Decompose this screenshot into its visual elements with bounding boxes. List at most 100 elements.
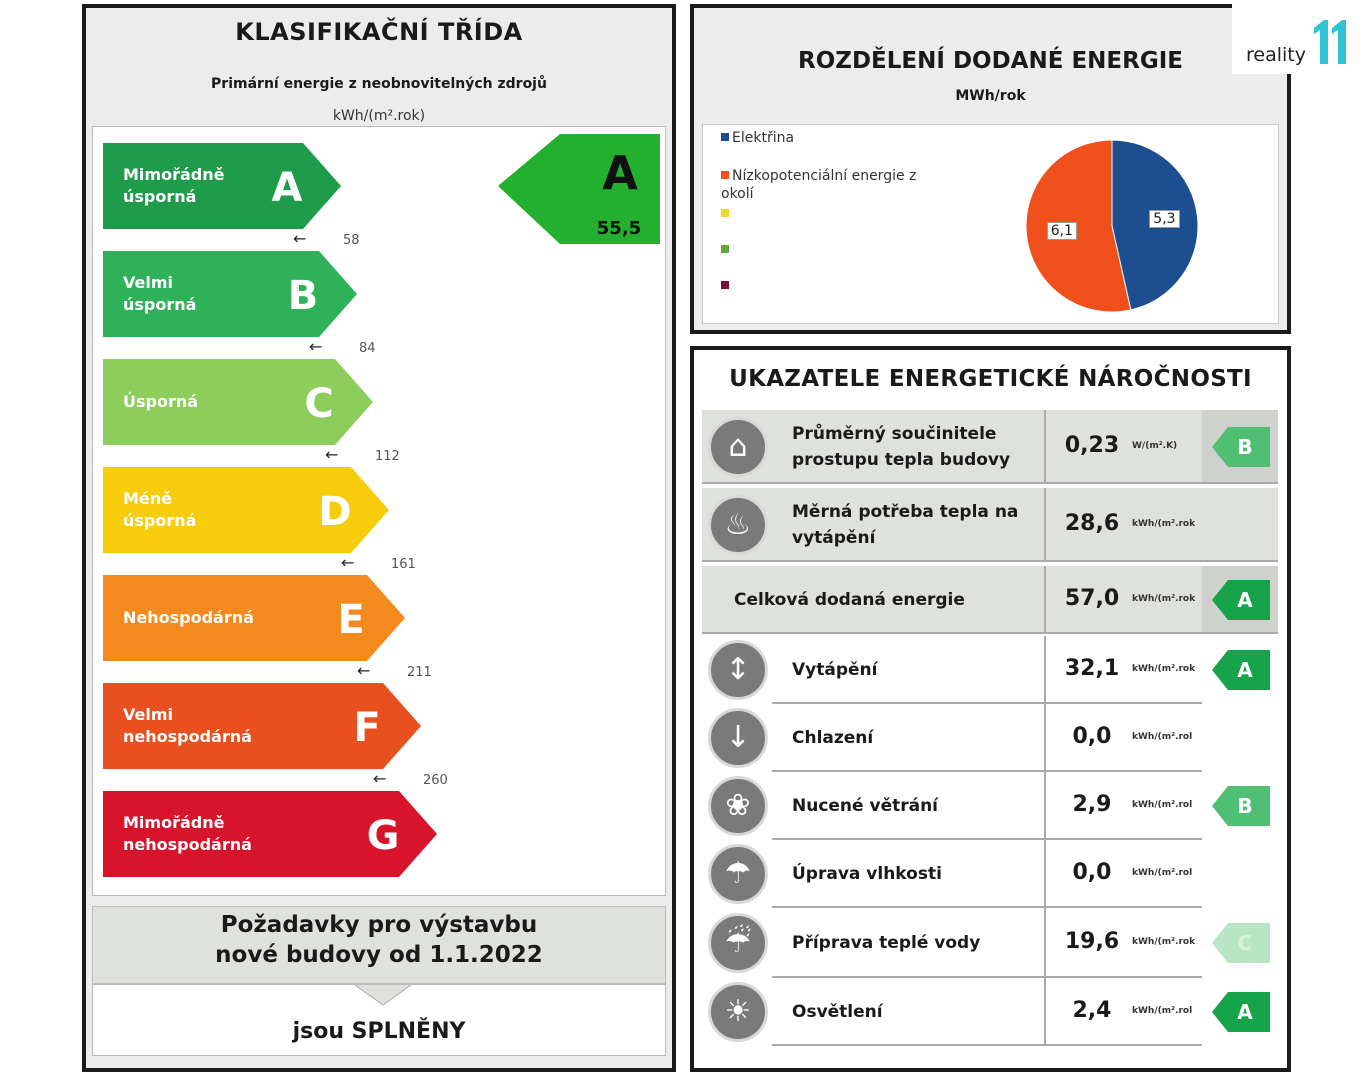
indicator-unit: kWh/(m².rok: [1132, 519, 1196, 529]
class-letter-c: C: [304, 381, 333, 427]
humidity-icon: ☂: [708, 844, 768, 904]
row-separator: [702, 482, 1278, 484]
column-divider: [1044, 978, 1046, 1046]
class-letter-e: E: [337, 597, 364, 643]
threshold-arrow-icon: ←: [293, 229, 307, 248]
indicator-value: 0,0: [1072, 724, 1112, 749]
threshold-arrow-icon: ←: [325, 445, 339, 464]
indicator-class-badge: A: [1212, 580, 1272, 620]
requirement-result: jsou SPLNĚNY: [292, 1019, 466, 1044]
indicator-unit: kWh/(m².rok: [1132, 594, 1196, 604]
classification-unit: kWh/(m².rok): [332, 108, 426, 124]
indicator-value: 32,1: [1064, 656, 1120, 681]
energy-distribution-panel: ROZDĚLENÍ DODANÉ ENERGIE MWh/rok Elektři…: [690, 4, 1291, 334]
badge-arrow-shape: [1212, 650, 1270, 690]
indicator-label: Vytápění: [792, 660, 878, 680]
badge-arrow-shape: [1212, 580, 1270, 620]
energy-scale-arrows: A B C D E F G: [103, 143, 437, 877]
heating-thermometer-icon: ↕: [708, 640, 768, 700]
badge-letter: A: [1237, 588, 1253, 612]
requirement-box: Požadavky pro výstavbu nové budovy od 1.…: [92, 906, 666, 984]
class-letter-f: F: [353, 705, 380, 751]
legend-item: [721, 241, 732, 259]
indicator-label: Osvětlení: [792, 1002, 883, 1022]
threshold-arrow-icon: ←: [309, 337, 323, 356]
indicator-label: Měrná potřeba tepla na vytápění: [792, 502, 1019, 548]
pie-chart: [1025, 139, 1199, 313]
indicator-class-badge: A: [1212, 992, 1272, 1032]
threshold-arrow-icon: ←: [341, 553, 355, 572]
indicator-label: Úprava vlhkosti: [792, 864, 942, 884]
class-label-e: Nehospodárná: [123, 608, 254, 627]
class-label-d: Méně úsporná: [123, 489, 197, 530]
badge-arrow-shape: [1212, 992, 1270, 1032]
indicator-row: ↓ Chlazení 0,0 kWh/(m².rol: [702, 704, 1278, 772]
row-separator: [702, 560, 1278, 562]
column-divider: [1044, 410, 1046, 484]
indicator-label: Nucené větrání: [792, 796, 939, 816]
column-divider: [1044, 704, 1046, 772]
class-letter-g: G: [367, 813, 400, 859]
row-separator: [772, 838, 1202, 840]
legend-swatch: [721, 171, 729, 179]
rating-badge: [498, 134, 660, 244]
requirement-notch: [355, 985, 411, 1006]
legend-item: [721, 277, 732, 295]
class-arrow-b: [103, 251, 357, 337]
pie-slice: [1025, 139, 1132, 313]
indicator-unit: W/(m².K): [1132, 441, 1178, 451]
row-separator: [772, 906, 1202, 908]
row-separator: [772, 1044, 1202, 1046]
badge-arrow-shape: [1212, 786, 1270, 826]
class-label-b: Velmi úsporná: [123, 273, 197, 314]
energy-distribution-title: ROZDĚLENÍ DODANÉ ENERGIE: [798, 48, 1183, 74]
indicator-unit: kWh/(m².rol: [1132, 868, 1193, 878]
legend-item: Nízkopotenciální energie z okolí: [721, 168, 917, 202]
indicator-value: 2,9: [1072, 792, 1112, 817]
column-divider: [1044, 840, 1046, 908]
legend-item: [721, 205, 732, 223]
class-letter-a: A: [272, 165, 303, 211]
logo-text: reality: [1246, 44, 1306, 66]
indicator-value: 57,0: [1064, 586, 1120, 611]
energy-chart-area: Elektřina Nízkopotenciální energie z okolí…: [702, 124, 1279, 324]
requirement-result-box: jsou SPLNĚNY: [92, 984, 666, 1056]
indicators-title: UKAZATELE ENERGETICKÉ NÁROČNOSTI: [729, 366, 1252, 392]
column-divider: [1044, 636, 1046, 704]
indicator-value: 2,4: [1072, 998, 1112, 1023]
energy-scale: A B C D E F G Mimořádně úsporná ← 58 Velmi úsporná ←…: [92, 126, 666, 896]
row-separator: [702, 632, 1278, 634]
indicators-panel: UKAZATELE ENERGETICKÉ NÁROČNOSTI ⌂ Průměr…: [690, 346, 1291, 1072]
threshold-arrow-icon: ←: [373, 769, 387, 788]
column-divider: [1044, 566, 1046, 634]
class-arrow-f: [103, 683, 421, 769]
indicator-unit: kWh/(m².rol: [1132, 1006, 1193, 1016]
heater-icon: ♨: [708, 495, 768, 555]
threshold-value: 84: [359, 341, 376, 356]
indicator-class-badge: B: [1212, 786, 1272, 826]
requirement-line-1: Požadavky pro výstavbu: [220, 912, 538, 938]
indicator-row: ❀ Nucené větrání 2,9 kWh/(m².rol B: [702, 772, 1278, 840]
indicator-row: ☂ Úprava vlhkosti 0,0 kWh/(m².rol: [702, 840, 1278, 908]
classification-title: KLASIFIKAČNÍ TŘÍDA: [235, 18, 523, 46]
classification-panel: KLASIFIKAČNÍ TŘÍDA Primární energie z ne…: [82, 4, 676, 1072]
badge-letter: B: [1237, 794, 1253, 818]
badge-arrow-shape: [1212, 427, 1270, 467]
indicator-unit: kWh/(m².rok: [1132, 937, 1196, 947]
threshold-value: 58: [343, 233, 360, 248]
rating-letter: A: [602, 146, 638, 200]
indicator-row: ♨ Měrná potřeba tepla na vytápění 28,6 kWh/(…: [702, 488, 1278, 562]
indicator-label: Chlazení: [792, 728, 874, 748]
class-arrow-c: [103, 359, 373, 445]
indicator-unit: kWh/(m².rok: [1132, 664, 1196, 674]
indicator-class-badge: C: [1212, 923, 1272, 963]
energy-distribution-unit: MWh/rok: [955, 88, 1026, 104]
badge-letter: A: [1237, 658, 1253, 682]
requirement-line-2: nové budovy od 1.1.2022: [215, 942, 543, 968]
class-arrow-g: [103, 791, 437, 877]
class-arrow-e: [103, 575, 405, 661]
column-divider: [1044, 488, 1046, 562]
threshold-arrow-icon: ←: [357, 661, 371, 680]
badge-letter: B: [1237, 435, 1253, 459]
indicator-value: 28,6: [1064, 511, 1120, 536]
